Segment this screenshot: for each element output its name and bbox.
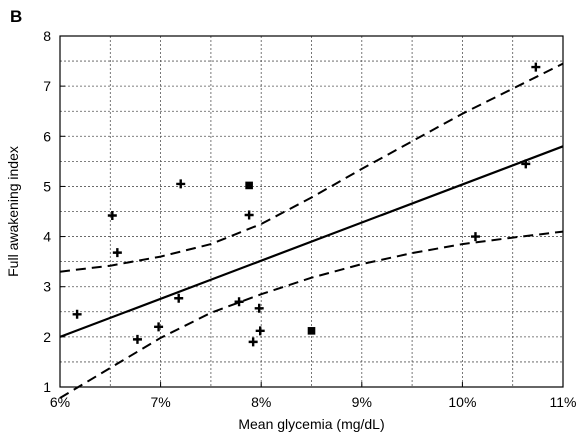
data-point-plus [248, 337, 258, 347]
data-point-plus [72, 309, 82, 319]
confidence-band-lower [59, 230, 564, 399]
data-point-plus [255, 326, 265, 336]
regression-curves [59, 62, 564, 399]
y-tick-label: 4 [43, 229, 51, 245]
y-tick-label: 7 [43, 78, 51, 94]
data-point-plus [521, 159, 531, 169]
data-point-plus [174, 293, 184, 303]
x-tick-label: 7% [150, 394, 170, 410]
x-tick-label: 10% [448, 394, 476, 410]
data-point-plus [154, 322, 164, 332]
x-axis-ticks: 6% 7% 8% 9% 10% 11% [50, 382, 577, 410]
x-tick-label: 11% [550, 394, 577, 410]
data-point-square [307, 327, 316, 335]
data-point-plus [112, 248, 122, 258]
data-point-plus [244, 210, 254, 220]
y-tick-label: 6 [43, 128, 51, 144]
y-tick-label: 2 [43, 329, 51, 345]
x-tick-label: 6% [50, 394, 70, 410]
regression-line [59, 145, 564, 338]
x-axis-label: Mean glycemia (mg/dL) [238, 416, 384, 432]
y-tick-label: 1 [43, 379, 51, 395]
confidence-band-upper [59, 62, 564, 273]
y-tick-label: 3 [43, 279, 51, 295]
x-tick-label: 9% [352, 394, 372, 410]
y-axis-ticks: 1 2 3 4 5 6 7 8 [43, 28, 65, 395]
data-point-plus [470, 232, 480, 242]
y-axis-label: Full awakening index [5, 146, 21, 277]
y-tick-label: 5 [43, 178, 51, 194]
data-point-plus [107, 211, 117, 221]
data-point-plus [531, 62, 541, 72]
panel-label: B [10, 7, 22, 26]
x-tick-label: 8% [251, 394, 271, 410]
plot-frame [59, 35, 564, 388]
data-point-plus [254, 303, 264, 313]
data-point-plus [176, 179, 186, 189]
data-point-plus [132, 334, 142, 344]
y-tick-label: 8 [43, 28, 51, 44]
data-point-plus [234, 297, 244, 307]
data-points [72, 62, 541, 347]
data-point-square [245, 181, 253, 190]
